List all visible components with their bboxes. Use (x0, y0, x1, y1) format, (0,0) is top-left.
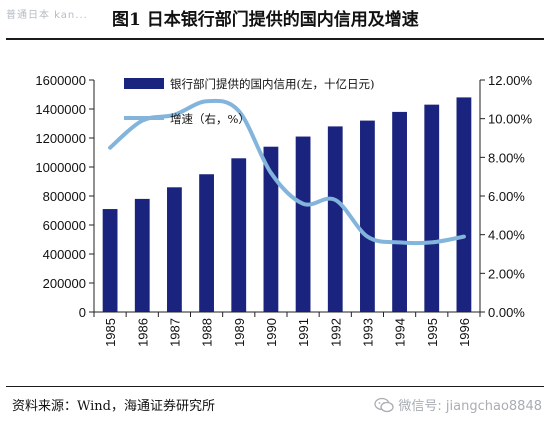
legend-label-line: 增速（右，%） (170, 112, 250, 126)
y-left-tick-label: 1400000 (35, 102, 86, 117)
bar-1987 (167, 187, 182, 312)
chart: 0 200000 400000 600000 800000 1000000 1200000 1… (35, 73, 533, 347)
x-tick-label-1986: 1986 (135, 318, 150, 347)
y-left-tick-label: 1000000 (35, 160, 86, 175)
bar-1990 (263, 146, 279, 312)
bar-1993 (360, 120, 375, 312)
y-left-tick-label: 0 (79, 305, 86, 320)
x-tick-label-1994: 1994 (393, 318, 408, 347)
x-tick-label-1988: 1988 (200, 318, 215, 347)
y-right-tick-label: 12.00% (488, 73, 533, 88)
legend-label-bar: 银行部门提供的国内信用(左，十亿日元) (170, 77, 374, 91)
y-right-tick-label: 2.00% (488, 266, 525, 281)
wechat-icon (374, 397, 395, 412)
y-right-tick-label: 6.00% (488, 189, 525, 204)
bar-1986 (134, 198, 150, 312)
x-tick-label-1993: 1993 (360, 318, 375, 347)
x-tick-label-1989: 1989 (232, 318, 247, 347)
y-left-tick-label: 600000 (43, 218, 86, 233)
y-left-tick-label: 200000 (43, 276, 86, 291)
title-divider (6, 38, 544, 40)
bar-1991 (295, 136, 311, 312)
x-tick-label-1996: 1996 (457, 318, 472, 347)
bar-1994 (392, 111, 407, 313)
y-right-tick-label: 10.00% (488, 112, 533, 127)
bar-1995 (424, 104, 440, 313)
x-tick-label-1985: 1985 (103, 318, 118, 347)
y-left-tick-label: 400000 (43, 247, 86, 262)
y-left-tick-label: 1600000 (35, 73, 86, 88)
x-tick-label-1992: 1992 (328, 318, 343, 347)
y-left-tick-label: 800000 (43, 189, 86, 204)
wechat-watermark: 微信号: jiangchao8848 (374, 395, 542, 414)
footer-divider (6, 386, 544, 387)
y-right-tick-label: 8.00% (488, 150, 525, 165)
bar-1989 (231, 158, 247, 312)
y-left-tick-label: 1200000 (35, 131, 86, 146)
x-tick-label-1987: 1987 (167, 318, 182, 347)
bar-1985 (102, 209, 118, 312)
figure-title: 图1 日本银行部门提供的国内信用及增速 (112, 10, 419, 30)
x-tick-label-1991: 1991 (296, 318, 311, 347)
y-right-tick-label: 0.00% (488, 305, 525, 320)
wechat-label: 微信号: jiangchao8848 (398, 399, 542, 414)
watermark: 普通日本 kan... (6, 10, 88, 21)
x-tick-label-1990: 1990 (264, 318, 279, 347)
y-right-tick-label: 4.00% (488, 228, 525, 243)
source-note: 资料来源：Wind，海通证券研究所 (12, 399, 215, 414)
bar-1996 (456, 97, 472, 313)
x-tick-label-1995: 1995 (425, 318, 440, 347)
growth-line (108, 98, 466, 246)
bar-1992 (327, 126, 343, 313)
bar-1988 (199, 174, 214, 312)
legend-swatch-bar (124, 78, 164, 89)
